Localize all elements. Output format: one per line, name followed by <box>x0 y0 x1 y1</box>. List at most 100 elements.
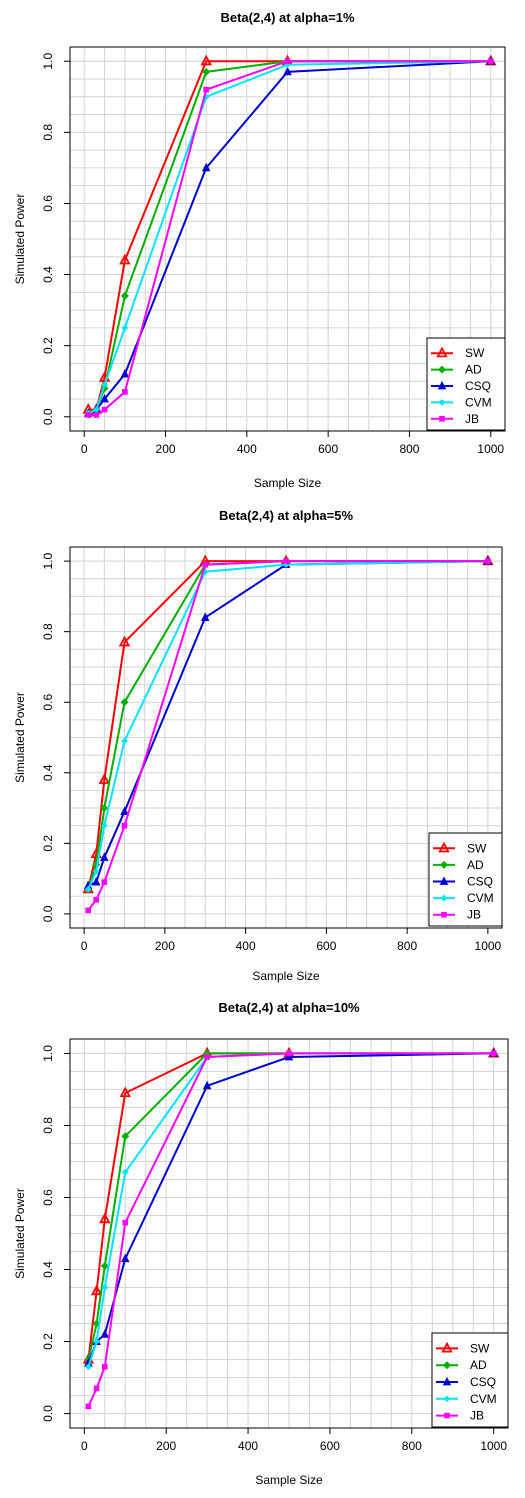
data-point-jb <box>284 58 291 65</box>
data-point-ad <box>120 291 129 300</box>
data-point-jb <box>85 907 91 914</box>
grid <box>70 547 502 928</box>
y-tick-label: 0.2 <box>41 1333 55 1350</box>
legend-label-cvm: CVM <box>467 891 494 905</box>
legend-label-jb: JB <box>465 412 479 426</box>
data-point-csq <box>202 1080 212 1090</box>
data-point-sw <box>90 1284 103 1296</box>
data-point-jb <box>93 896 100 903</box>
y-tick-label: 1.0 <box>41 552 55 569</box>
y-tick-label: 0.4 <box>41 266 55 283</box>
legend-marker-cvm <box>443 1395 451 1403</box>
data-point-csq <box>100 1329 110 1338</box>
data-point-jb <box>101 406 108 413</box>
x-axis-label: Sample Size <box>252 969 320 983</box>
x-tick-label: 200 <box>156 1439 176 1453</box>
series-jb <box>85 558 491 914</box>
x-tick-label: 0 <box>81 1439 88 1453</box>
data-point-jb <box>485 558 491 564</box>
data-point-sw <box>119 1086 131 1098</box>
legend-marker-jb <box>439 416 445 422</box>
y-tick-label: 1.0 <box>41 1045 55 1062</box>
legend-marker-cvm <box>440 894 448 902</box>
legend-marker-cvm <box>438 399 446 406</box>
data-point-sw <box>118 635 131 647</box>
legend-label-ad: AD <box>465 363 482 377</box>
x-tick-label: 1000 <box>480 1439 507 1453</box>
data-point-csq <box>201 162 211 172</box>
legend-label-csq: CSQ <box>467 875 493 889</box>
data-point-jb <box>202 561 209 568</box>
series-jb <box>85 58 494 418</box>
data-point-sw <box>98 773 111 784</box>
data-point-ad <box>202 67 211 76</box>
x-tick-label: 600 <box>320 1439 340 1453</box>
data-point-jb <box>490 1050 497 1057</box>
data-point-jb <box>121 822 128 829</box>
y-axis-label: Simulated Power <box>13 194 27 285</box>
y-tick-label: 0.6 <box>41 694 55 711</box>
x-tick-label: 800 <box>399 442 419 456</box>
y-tick-label: 0.6 <box>41 195 55 212</box>
data-point-cvm <box>101 381 108 389</box>
x-tick-label: 600 <box>318 442 338 456</box>
legend-label-ad: AD <box>470 1358 487 1372</box>
y-tick-label: 0.0 <box>41 1405 55 1422</box>
data-point-jb <box>122 389 128 395</box>
legend-label-csq: CSQ <box>470 1375 496 1389</box>
data-point-csq <box>100 852 109 861</box>
x-tick-label: 1000 <box>477 442 504 456</box>
legend-label-jb: JB <box>470 1409 484 1423</box>
series-line-csq <box>87 1052 494 1364</box>
x-tick-label: 400 <box>238 1439 258 1453</box>
x-tick-label: 600 <box>316 939 336 953</box>
data-point-cvm <box>85 1363 92 1371</box>
data-point-cvm <box>121 1168 129 1176</box>
y-tick-label: 0.4 <box>41 1261 55 1278</box>
data-point-ad <box>100 1261 109 1270</box>
legend: SW AD CSQ CVM JB <box>431 1332 509 1428</box>
data-point-csq <box>120 806 129 815</box>
legend-marker-jb <box>441 911 447 918</box>
data-point-jb <box>93 412 100 418</box>
data-point-jb <box>101 1363 108 1370</box>
data-point-sw <box>200 54 212 66</box>
x-tick-label: 0 <box>81 939 88 953</box>
legend-marker-ad <box>443 1361 451 1370</box>
x-axis-label: Sample Size <box>255 1473 323 1487</box>
chart-panel-1: Beta(2,4) at alpha=1% 0 200 400 600 800 1000 0.… <box>13 10 506 490</box>
y-tick-label: 0.0 <box>41 905 55 922</box>
y-axis-label: Simulated Power <box>13 692 27 783</box>
legend-label-sw: SW <box>467 841 487 855</box>
legend-label-cvm: CVM <box>470 1392 497 1406</box>
data-point-jb <box>487 58 494 65</box>
data-point-sw <box>99 1212 111 1224</box>
x-tick-label: 800 <box>397 939 417 953</box>
series-ad <box>84 1049 498 1364</box>
legend-marker-sw <box>441 1341 453 1353</box>
data-point-jb <box>93 1385 100 1392</box>
y-tick-label: 0.8 <box>41 124 55 141</box>
y-tick-label: 0.2 <box>41 337 55 354</box>
x-tick-label: 200 <box>155 939 175 953</box>
legend-marker-jb <box>444 1412 450 1419</box>
data-point-cvm <box>100 822 108 830</box>
plot-frame <box>69 46 506 432</box>
legend-label-cvm: CVM <box>465 395 492 409</box>
chart-panel-3: Beta(2,4) at alpha=10% 0 200 400 600 800 1000 0… <box>13 1000 509 1487</box>
series-line-csq <box>87 560 488 887</box>
legend-marker-csq <box>437 380 447 390</box>
data-point-csq <box>121 1253 130 1263</box>
legend-label-csq: CSQ <box>465 379 491 393</box>
x-tick-label: 1000 <box>475 939 502 953</box>
data-point-jb <box>85 1403 92 1410</box>
series-line-ad <box>87 560 488 890</box>
legend-label-sw: SW <box>465 346 485 360</box>
legend-marker-csq <box>439 876 449 885</box>
legend-marker-sw <box>436 346 448 358</box>
legend-label-sw: SW <box>470 1341 490 1355</box>
legend-marker-csq <box>442 1376 452 1386</box>
y-tick-label: 1.0 <box>41 53 55 70</box>
chart-title: Beta(2,4) at alpha=10% <box>218 1000 360 1015</box>
